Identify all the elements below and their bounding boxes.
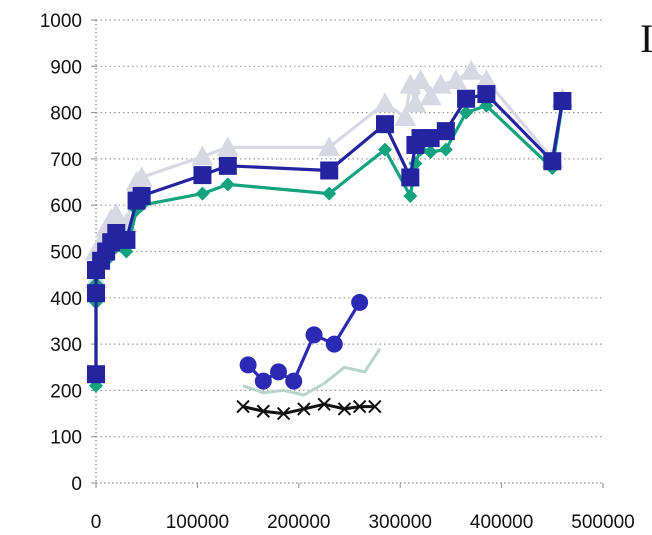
data-point-square [117,230,136,249]
data-point-diamond [423,144,438,159]
y-tick-label: 1000 [40,11,82,32]
series-4 [242,347,382,397]
x-tick-label: 100000 [166,512,229,533]
series-line [94,92,564,375]
data-point-triangle [475,69,498,89]
data-point-square [477,85,496,104]
data-point-triangle [409,69,432,89]
y-tick-label: 100 [50,428,82,449]
axes [91,19,604,488]
data-point-square [553,92,572,111]
data-point-diamond [459,105,474,120]
data-point-circle [325,335,343,353]
data-point-square [436,122,455,141]
data-point-square [87,284,105,303]
y-tick-label: 200 [50,381,82,402]
data-point-x [236,399,250,414]
plot-area [85,59,574,421]
tick-labels: 0 100 200 300 400 500 600 700 800 900 1000 0 100000 2… [40,11,635,533]
data-point-x [297,402,311,416]
data-point-x [317,397,331,411]
data-point-triangle [105,203,128,224]
data-point-square [218,156,237,175]
x-tick-label: 500000 [571,512,634,533]
y-tick-label: 600 [50,196,82,217]
data-point-x [352,399,367,414]
data-point-triangle [460,59,483,80]
series-line [242,402,375,416]
series-line [242,347,382,397]
data-point-circle [351,293,369,311]
y-tick-label: 700 [50,150,82,171]
data-point-square [132,186,151,205]
edge-glyph: I [640,16,652,61]
data-point-diamond [322,186,337,201]
data-point-square [401,168,420,187]
data-point-triangle [404,92,427,113]
y-tick-label: 500 [50,243,82,264]
data-point-triangle [444,69,467,89]
y-tick-label: 300 [50,335,82,356]
data-point-diamond [438,142,453,157]
data-point-x [368,399,382,414]
data-point-square [543,152,562,171]
data-point-circle [254,372,272,390]
data-point-diamond [220,177,235,192]
x-tick-label: 0 [91,512,102,533]
data-point-diamond [195,186,210,201]
data-point-triangle [318,136,341,157]
x-tick-label: 200000 [267,512,330,533]
data-point-triangle [216,136,239,157]
data-point-triangle [419,85,442,106]
data-point-square [457,89,476,108]
data-point-x [337,402,352,416]
data-point-circle [285,372,303,390]
x-tick-label: 400000 [470,512,533,533]
y-tick-label: 800 [50,104,82,125]
y-tick-label: 900 [50,57,82,78]
data-point-diamond [403,188,418,203]
y-tick-label: 0 [71,474,82,495]
series-3 [239,293,369,390]
series-5 [236,397,382,421]
gridlines [96,19,603,438]
data-point-square [375,115,394,134]
data-point-triangle [394,106,417,127]
data-point-circle [305,326,323,344]
data-point-circle [239,356,257,374]
series-1 [87,85,572,384]
data-point-triangle [373,92,396,113]
x-tick-label: 300000 [368,512,431,533]
data-point-x [256,404,271,418]
y-tick-label: 400 [50,289,82,310]
data-point-diamond [377,142,392,157]
data-point-circle [270,363,288,381]
data-point-square [193,166,212,185]
data-point-square [320,161,339,180]
data-point-x [276,406,291,421]
data-point-triangle [191,145,214,166]
data-point-square [87,365,105,384]
data-point-triangle [130,166,153,187]
series-line [94,69,564,372]
data-point-square [421,129,440,148]
